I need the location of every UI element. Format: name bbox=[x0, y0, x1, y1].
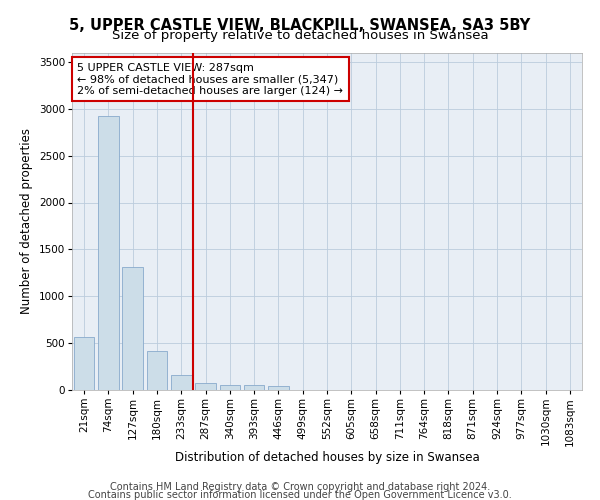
Bar bbox=[220, 385, 240, 390]
Bar bbox=[268, 386, 289, 390]
Bar bbox=[74, 336, 94, 390]
Bar bbox=[244, 386, 265, 390]
Text: 5 UPPER CASTLE VIEW: 287sqm
← 98% of detached houses are smaller (5,347)
2% of s: 5 UPPER CASTLE VIEW: 287sqm ← 98% of det… bbox=[77, 62, 343, 96]
X-axis label: Distribution of detached houses by size in Swansea: Distribution of detached houses by size … bbox=[175, 451, 479, 464]
Text: Contains HM Land Registry data © Crown copyright and database right 2024.: Contains HM Land Registry data © Crown c… bbox=[110, 482, 490, 492]
Bar bbox=[146, 351, 167, 390]
Bar bbox=[98, 116, 119, 390]
Bar bbox=[195, 382, 216, 390]
Text: Size of property relative to detached houses in Swansea: Size of property relative to detached ho… bbox=[112, 29, 488, 42]
Text: Contains public sector information licensed under the Open Government Licence v3: Contains public sector information licen… bbox=[88, 490, 512, 500]
Bar bbox=[122, 266, 143, 390]
Text: 5, UPPER CASTLE VIEW, BLACKPILL, SWANSEA, SA3 5BY: 5, UPPER CASTLE VIEW, BLACKPILL, SWANSEA… bbox=[70, 18, 530, 32]
Bar bbox=[171, 375, 191, 390]
Y-axis label: Number of detached properties: Number of detached properties bbox=[20, 128, 33, 314]
